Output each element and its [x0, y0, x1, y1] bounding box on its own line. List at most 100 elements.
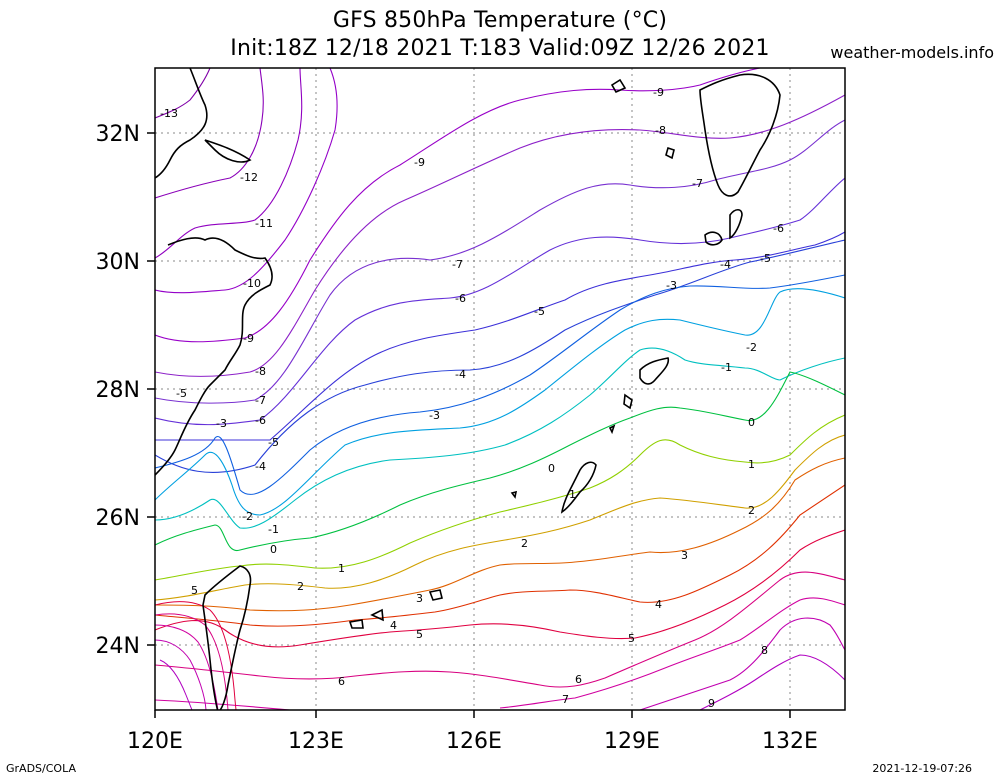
label-1a: 1 — [338, 562, 345, 575]
footer-timestamp: 2021-12-19-07:26 — [872, 762, 972, 775]
label-6a: 6 — [338, 675, 345, 688]
contour-m13 — [155, 68, 211, 119]
y-tick-label: 24N — [96, 634, 140, 659]
label-m4b: -4 — [455, 368, 466, 381]
y-tick-label: 26N — [96, 506, 140, 531]
source-label: weather-models.info — [830, 43, 994, 62]
label-1b: 1 — [569, 488, 576, 501]
contour-2 — [155, 434, 845, 601]
label-5a: 5 — [416, 628, 423, 641]
coastlines — [155, 68, 781, 710]
label-m8b: -8 — [655, 124, 666, 137]
contour-labels: -13 -12 -11 -10 -9 -9 -9 -8 -8 -7 -7 -7 … — [160, 86, 784, 710]
label-m3a: -3 — [216, 417, 227, 430]
y-tick-label: 32N — [96, 122, 140, 147]
label-2b: 2 — [521, 537, 528, 550]
label-m10: -10 — [243, 277, 261, 290]
label-m6a: -6 — [255, 414, 266, 427]
label-m5d: -5 — [760, 252, 771, 265]
contour-m8 — [155, 94, 845, 378]
contour-m6 — [155, 177, 845, 426]
contour-3 — [155, 457, 845, 612]
label-m4a: -4 — [255, 460, 266, 473]
x-tick-label: 126E — [446, 729, 502, 754]
contour-m9 — [155, 68, 761, 343]
label-5b: 5 — [628, 632, 635, 645]
y-tick-label: 28N — [96, 378, 140, 403]
label-m7c: -7 — [692, 177, 703, 190]
taiwan-gradient-contours — [155, 601, 237, 710]
contour-m3 — [155, 274, 845, 496]
label-m3b: -3 — [429, 409, 440, 422]
label-m1b: -1 — [721, 361, 732, 374]
label-3a: 3 — [416, 592, 423, 605]
label-4a: 4 — [390, 619, 397, 632]
x-tick-label: 123E — [288, 729, 344, 754]
label-7a: 7 — [562, 693, 569, 706]
contour-9 — [699, 654, 845, 710]
label-m5a: -5 — [176, 387, 187, 400]
label-m9b: -9 — [414, 156, 425, 169]
y-axis-labels: 24N 26N 28N 30N 32N — [96, 122, 140, 659]
x-tick-label: 132E — [762, 729, 818, 754]
okinawa — [560, 461, 597, 514]
label-0c: 0 — [748, 416, 755, 429]
label-m11: -11 — [255, 217, 273, 230]
contour-m10 — [155, 68, 338, 294]
label-m5c: -5 — [534, 305, 545, 318]
map-subtitle: Init:18Z 12/18 2021 T:183 Valid:09Z 12/2… — [230, 36, 770, 61]
label-2c: 2 — [748, 504, 755, 517]
label-m7a: -7 — [255, 394, 266, 407]
contour-m4 — [155, 239, 845, 473]
contour-7 — [155, 597, 845, 710]
label-2a: 2 — [297, 580, 304, 593]
label-m9c: -9 — [653, 86, 664, 99]
contour-4 — [155, 484, 845, 627]
label-m4c: -4 — [720, 258, 731, 271]
taiwan — [202, 565, 252, 710]
contour-0 — [155, 371, 845, 551]
label-m7b: -7 — [452, 258, 463, 271]
label-5c: 5 — [191, 584, 198, 597]
y-tick-label: 30N — [96, 250, 140, 275]
contour-5 — [155, 529, 845, 648]
label-m12: -12 — [240, 171, 258, 184]
contour-m2 — [155, 288, 845, 516]
label-m13: -13 — [160, 107, 178, 120]
tokara-islands — [510, 393, 633, 499]
label-m6b: -6 — [455, 292, 466, 305]
contour-m1 — [155, 347, 845, 529]
label-m1a: -1 — [268, 523, 279, 536]
label-1c: 1 — [748, 458, 755, 471]
amami-island — [639, 357, 670, 385]
label-0b: 0 — [548, 462, 555, 475]
x-tick-label: 129E — [604, 729, 660, 754]
label-8a: 8 — [761, 644, 768, 657]
map-grid — [155, 68, 845, 710]
label-m6c: -6 — [773, 222, 784, 235]
yangtze-estuary — [204, 139, 252, 163]
label-m8a: -8 — [255, 365, 266, 378]
contour-8 — [639, 617, 845, 710]
label-3b: 3 — [681, 549, 688, 562]
axis-ticks — [147, 132, 791, 718]
contour-1 — [155, 414, 845, 581]
china-coast-central — [155, 237, 273, 476]
label-4b: 4 — [655, 598, 662, 611]
miyako-islands — [348, 589, 443, 629]
contour-6 — [155, 571, 845, 688]
contour-lines — [155, 68, 845, 710]
tanegashima — [704, 208, 743, 246]
label-m3c: -3 — [666, 279, 677, 292]
label-0a: 0 — [270, 543, 277, 556]
label-9a: 9 — [708, 697, 715, 710]
label-m2a: -2 — [242, 510, 253, 523]
contour-m11 — [155, 68, 303, 259]
label-m2b: -2 — [746, 341, 757, 354]
label-6b: 6 — [575, 673, 582, 686]
label-m9a: -9 — [243, 332, 254, 345]
footer-software: GrADS/COLA — [6, 762, 76, 775]
goto-islands — [610, 78, 675, 160]
contour-m7 — [155, 119, 845, 404]
